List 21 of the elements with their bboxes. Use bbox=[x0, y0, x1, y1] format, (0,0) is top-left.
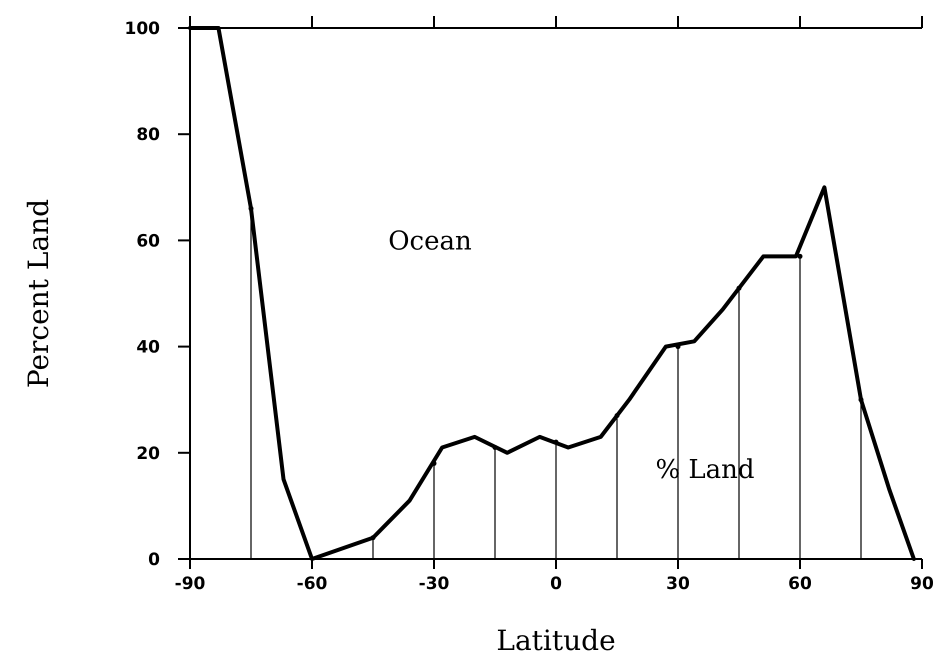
y-tick-label: 60 bbox=[136, 231, 160, 252]
y-tick-label: 100 bbox=[124, 18, 160, 39]
point bbox=[736, 286, 742, 291]
y-axis-title: Percent Land bbox=[22, 198, 55, 388]
x-tick-label: -90 bbox=[174, 574, 206, 594]
point bbox=[614, 413, 620, 418]
x-tick-label: -30 bbox=[418, 574, 450, 594]
x-tick-label: 90 bbox=[910, 574, 934, 594]
x-tick-label: -60 bbox=[296, 574, 328, 594]
x-tick-label: 30 bbox=[666, 574, 690, 594]
x-tick-label: 60 bbox=[788, 574, 812, 594]
annotation: Ocean bbox=[388, 226, 472, 256]
y-tick-label: 40 bbox=[136, 338, 160, 358]
point bbox=[370, 535, 376, 540]
x-axis-title: Latitude bbox=[496, 624, 616, 657]
point bbox=[798, 254, 802, 259]
x-tick-label: 0 bbox=[550, 574, 562, 594]
point bbox=[858, 397, 864, 402]
y-tick-label: 20 bbox=[136, 444, 160, 464]
y-tick-label: 80 bbox=[136, 125, 160, 146]
y-tick-label: 0 bbox=[148, 550, 160, 570]
